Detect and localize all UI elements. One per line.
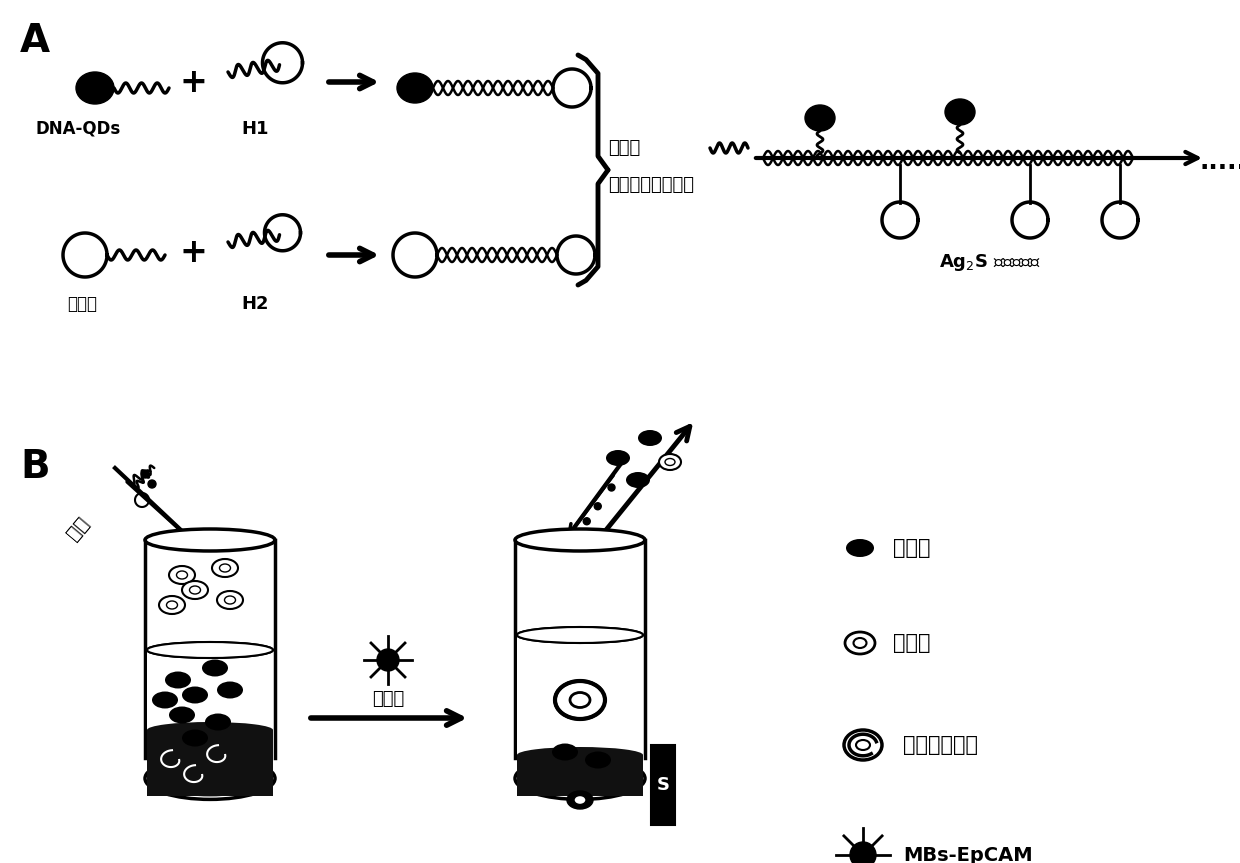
Ellipse shape bbox=[556, 681, 605, 719]
Ellipse shape bbox=[658, 454, 681, 470]
Ellipse shape bbox=[157, 748, 187, 772]
Text: 白细胞: 白细胞 bbox=[893, 633, 930, 653]
Ellipse shape bbox=[148, 760, 273, 797]
Ellipse shape bbox=[397, 73, 433, 103]
Ellipse shape bbox=[182, 729, 208, 746]
Text: ......: ...... bbox=[1200, 150, 1240, 174]
Ellipse shape bbox=[166, 601, 177, 609]
Text: 红细胞: 红细胞 bbox=[893, 538, 930, 558]
Bar bbox=[148, 730, 273, 797]
Ellipse shape bbox=[856, 740, 870, 750]
Ellipse shape bbox=[145, 758, 275, 799]
Ellipse shape bbox=[517, 627, 644, 643]
Ellipse shape bbox=[212, 559, 238, 577]
Ellipse shape bbox=[517, 627, 644, 643]
Ellipse shape bbox=[552, 744, 578, 760]
Circle shape bbox=[148, 480, 156, 488]
Text: B: B bbox=[20, 448, 50, 486]
Ellipse shape bbox=[182, 686, 208, 703]
Text: A: A bbox=[20, 22, 50, 60]
Text: H2: H2 bbox=[242, 295, 269, 313]
Bar bbox=[517, 635, 644, 755]
Ellipse shape bbox=[190, 586, 201, 594]
Ellipse shape bbox=[585, 752, 611, 768]
Text: H1: H1 bbox=[242, 120, 269, 138]
Ellipse shape bbox=[844, 730, 882, 760]
Ellipse shape bbox=[145, 529, 275, 551]
Text: 磁分离: 磁分离 bbox=[372, 690, 404, 708]
Text: 循环肿瘤细胞: 循环肿瘤细胞 bbox=[903, 735, 978, 755]
Ellipse shape bbox=[515, 529, 645, 551]
Ellipse shape bbox=[205, 714, 231, 730]
Ellipse shape bbox=[76, 72, 114, 104]
Ellipse shape bbox=[153, 691, 179, 709]
Ellipse shape bbox=[567, 791, 593, 809]
Text: Ag$_2$S 纳米组装体: Ag$_2$S 纳米组装体 bbox=[939, 252, 1042, 273]
Ellipse shape bbox=[203, 743, 233, 767]
Ellipse shape bbox=[217, 591, 243, 609]
Text: DNA-QDs: DNA-QDs bbox=[36, 120, 120, 138]
Circle shape bbox=[849, 842, 875, 863]
Ellipse shape bbox=[148, 722, 273, 738]
Circle shape bbox=[377, 649, 399, 671]
Ellipse shape bbox=[517, 747, 644, 763]
Ellipse shape bbox=[219, 564, 231, 572]
Ellipse shape bbox=[639, 430, 662, 446]
Ellipse shape bbox=[148, 642, 273, 658]
Ellipse shape bbox=[846, 539, 874, 557]
Bar bbox=[651, 745, 675, 825]
Ellipse shape bbox=[180, 763, 210, 787]
Text: +: + bbox=[179, 236, 207, 268]
Ellipse shape bbox=[165, 671, 191, 689]
Ellipse shape bbox=[574, 796, 587, 804]
Bar bbox=[517, 755, 644, 797]
Bar bbox=[148, 650, 273, 730]
Text: MBs-EpCAM: MBs-EpCAM bbox=[903, 846, 1033, 863]
Ellipse shape bbox=[515, 758, 645, 799]
Circle shape bbox=[608, 484, 615, 491]
Text: 诱发链: 诱发链 bbox=[608, 139, 640, 157]
Ellipse shape bbox=[517, 760, 644, 797]
Text: 识别: 识别 bbox=[63, 513, 93, 543]
Ellipse shape bbox=[169, 707, 195, 723]
Ellipse shape bbox=[224, 596, 236, 604]
Ellipse shape bbox=[563, 687, 596, 713]
Ellipse shape bbox=[606, 450, 630, 466]
Ellipse shape bbox=[148, 642, 273, 658]
Ellipse shape bbox=[945, 99, 975, 125]
Circle shape bbox=[141, 470, 149, 478]
Text: 适配体: 适配体 bbox=[67, 295, 97, 313]
Ellipse shape bbox=[217, 682, 243, 698]
Ellipse shape bbox=[849, 734, 877, 756]
Ellipse shape bbox=[626, 472, 650, 488]
Ellipse shape bbox=[570, 692, 590, 708]
Ellipse shape bbox=[665, 458, 675, 465]
Circle shape bbox=[594, 503, 601, 510]
Ellipse shape bbox=[176, 571, 187, 579]
Ellipse shape bbox=[805, 105, 835, 131]
Text: +: + bbox=[179, 66, 207, 98]
Ellipse shape bbox=[159, 596, 185, 614]
Ellipse shape bbox=[844, 632, 875, 654]
Ellipse shape bbox=[182, 581, 208, 599]
Ellipse shape bbox=[853, 638, 867, 648]
Text: 杂交链式循环反应: 杂交链式循环反应 bbox=[608, 176, 694, 194]
Ellipse shape bbox=[202, 659, 228, 677]
Circle shape bbox=[583, 518, 590, 525]
Text: S: S bbox=[656, 776, 670, 794]
Ellipse shape bbox=[169, 566, 195, 584]
